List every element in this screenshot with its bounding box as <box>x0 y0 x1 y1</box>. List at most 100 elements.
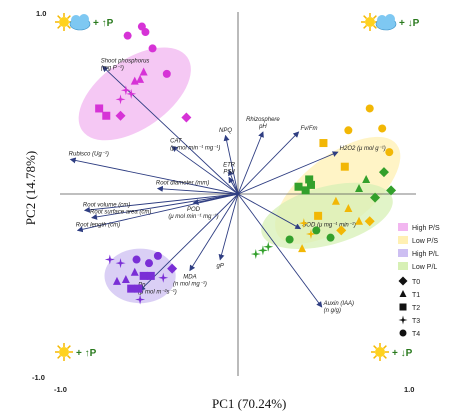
data-point <box>141 28 150 37</box>
corner-bottom-left: + ↑P <box>55 343 97 361</box>
loading-arrow <box>237 151 339 195</box>
data-point <box>294 182 303 191</box>
loading-arrow <box>76 193 239 233</box>
sun-disc <box>365 17 375 27</box>
corner-top-left: + ↑P <box>55 13 114 31</box>
corner-text: + ↑P <box>93 18 114 29</box>
data-point <box>115 94 126 105</box>
legend: High P/S Low P/S High P/L Low P/L T0 T1 T2 T3 T4 <box>398 223 440 338</box>
corner-top-right: + ↓P <box>361 13 420 31</box>
legend-swatch <box>398 249 408 257</box>
y-tick-top: 1.0 <box>36 9 46 18</box>
cloud-puff <box>71 15 81 25</box>
data-point <box>158 272 169 283</box>
data-point <box>306 180 315 189</box>
loading-label: Rubisco (Ug⁻¹) <box>69 151 109 157</box>
sun-ray <box>363 25 367 29</box>
data-point <box>319 139 328 148</box>
data-point <box>340 162 349 171</box>
loading-label: Shoot phosphorus (mg P⁻¹) <box>101 59 150 72</box>
legend-item: High P/S <box>398 223 440 232</box>
sun-disc <box>59 17 69 27</box>
data-point <box>146 271 155 280</box>
data-point <box>153 251 162 260</box>
data-point <box>120 85 131 96</box>
data-point <box>312 226 321 235</box>
legend-swatch <box>398 262 408 270</box>
legend-label: Low P/S <box>412 238 438 245</box>
loading-label: Rhizosphere pH <box>246 117 280 130</box>
sun-icon <box>371 343 389 361</box>
data-point <box>326 233 335 242</box>
sun-ray <box>363 15 367 19</box>
sun-cloud-icon <box>55 13 91 31</box>
data-point <box>250 249 261 260</box>
legend-marker <box>399 290 407 297</box>
loading-label: PSII <box>223 170 235 176</box>
cloud-puff <box>79 14 89 24</box>
sun-ray <box>383 355 387 359</box>
sun-ray <box>57 355 61 359</box>
sun-ray <box>373 25 377 29</box>
x-tick-right: 1.0 <box>404 385 414 394</box>
data-point <box>298 244 307 253</box>
x-axis-title: PC1 (70.24%) <box>212 396 287 411</box>
data-point <box>127 284 136 293</box>
loading-label: SOD (μ mg⁻¹ min⁻¹) <box>302 223 356 229</box>
loading-arrow <box>218 193 239 261</box>
data-point <box>344 126 353 135</box>
loading-vectors: Shoot phosphorus (mg P⁻¹) Rubisco (Ug⁻¹) CA… <box>69 59 386 314</box>
legend-swatch <box>398 236 408 244</box>
sun-ray <box>373 355 377 359</box>
sun-ray <box>67 355 71 359</box>
sun-disc <box>59 347 69 357</box>
data-point <box>305 175 314 184</box>
data-point <box>121 275 130 284</box>
legend-item: T1 <box>399 290 420 299</box>
loading-label: Root length (cm) <box>76 222 120 228</box>
legend-marker <box>399 329 407 337</box>
y-tick-bottom: -1.0 <box>32 373 45 382</box>
data-point <box>139 67 148 76</box>
data-point <box>285 235 294 244</box>
loading-label: gP <box>217 264 224 270</box>
corner-text: + ↓P <box>392 348 413 359</box>
data-point <box>378 167 389 178</box>
loading-label: H2O2 (μ mol g⁻¹) <box>340 146 386 152</box>
sun-ray <box>67 15 71 19</box>
data-point <box>362 174 371 183</box>
legend-item: High P/L <box>398 249 439 258</box>
sun-ray <box>57 345 61 349</box>
data-point <box>370 192 381 203</box>
legend-label: T3 <box>412 318 420 325</box>
loading-label: ETR <box>223 162 236 168</box>
data-point <box>104 254 115 265</box>
sun-ray <box>373 15 377 19</box>
data-point <box>139 271 148 280</box>
legend-item: T0 <box>398 276 420 286</box>
data-point <box>115 110 126 121</box>
legend-label: Low P/L <box>412 264 437 271</box>
data-point <box>145 259 153 268</box>
data-point <box>305 229 316 240</box>
data-point <box>134 284 143 293</box>
sun-ray <box>383 345 387 349</box>
sun-ray <box>67 345 71 349</box>
data-point <box>301 186 310 195</box>
legend-label: T0 <box>412 279 420 286</box>
loading-label: Fv/Fm <box>301 126 318 132</box>
loading-arrow <box>83 193 239 213</box>
sun-cloud-icon <box>361 13 397 31</box>
loading-label: Auxin (IAA) (n g/g) <box>323 301 354 314</box>
legend-marker <box>398 315 408 325</box>
data-point <box>378 124 387 133</box>
cloud-shape <box>69 14 91 31</box>
data-point <box>102 111 111 120</box>
loading-arrow <box>171 146 239 195</box>
legend-marker <box>399 303 407 311</box>
corner-text: + ↑P <box>76 348 97 359</box>
legend-item: T2 <box>399 303 420 312</box>
data-point <box>167 263 178 274</box>
data-point <box>257 245 268 256</box>
legend-label: High P/S <box>412 225 440 232</box>
